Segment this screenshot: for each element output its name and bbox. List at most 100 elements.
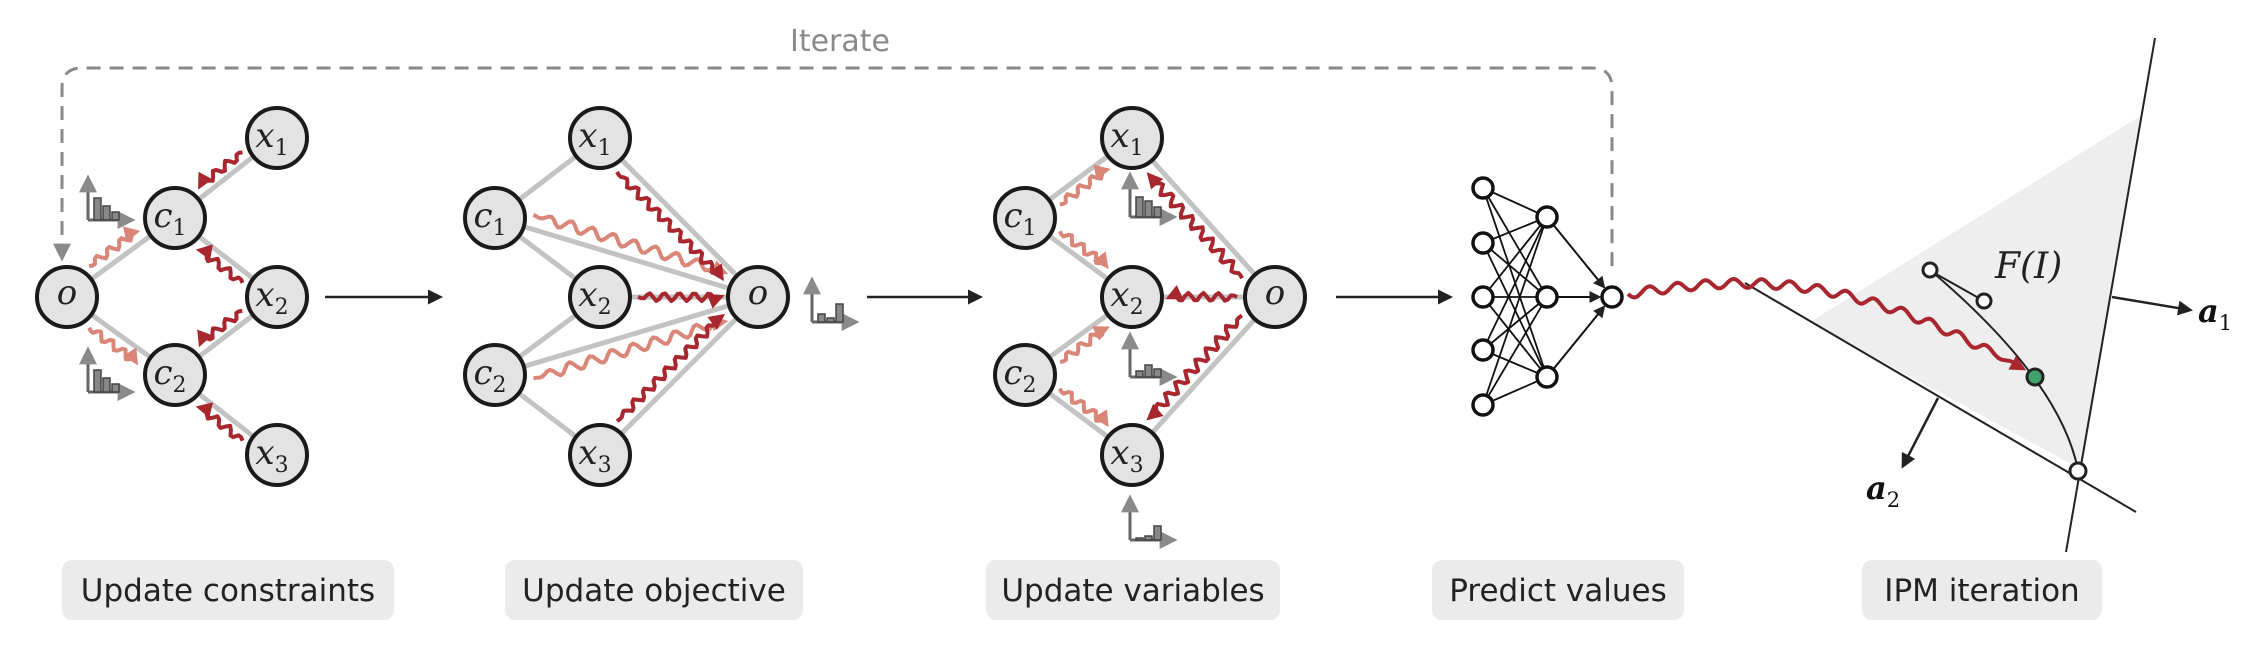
graph-edge [1129, 294, 1278, 458]
message-arrow-strong [1146, 313, 1243, 421]
prediction-message-wave [1626, 276, 2027, 371]
message-arrow-weak [1059, 164, 1111, 207]
graph-node-variable-2: x2 [245, 265, 309, 329]
node-label: c1 [473, 196, 506, 241]
normal-arrow-1 [2111, 295, 2193, 316]
vector-a1-label: a1 [2198, 292, 2232, 335]
nn-connection [1488, 304, 1542, 370]
caption-text: Update variables [1001, 573, 1264, 609]
nn-connection [1490, 248, 1540, 292]
message-arrow-weak [1057, 387, 1109, 428]
graph-edge [1129, 135, 1278, 300]
graph-node-constraint-1: c1 [463, 186, 527, 250]
graph-node-constraint-1: c1 [143, 186, 207, 250]
graph-node-variable-2: x2 [568, 265, 632, 329]
graph-node-variable-1: x1 [1100, 106, 1164, 170]
histogram-icon [1121, 171, 1178, 226]
caption-update-objective: Update objective [505, 560, 803, 620]
message-arrow-strong [195, 244, 245, 284]
nn-hidden-neuron [1535, 205, 1559, 229]
ipm-panel: a1 a2 F(I) [1626, 37, 2232, 553]
feasible-region [1810, 115, 2142, 470]
nn-output-arrow [1552, 305, 1606, 370]
node-label: o [1265, 273, 1285, 313]
graph-node-variable-3: x3 [1100, 423, 1164, 487]
nn-input-neuron [1471, 338, 1495, 362]
message-arrow-strong [1165, 285, 1238, 303]
graph-edge [492, 215, 761, 300]
graph-node-variable-3: x3 [568, 423, 632, 487]
nn-hidden-neuron [1535, 285, 1559, 309]
caption-text: Update constraints [81, 573, 375, 609]
nn-input-neuron [1471, 393, 1495, 417]
caption-ipm-iteration: IPM iteration [1862, 560, 2102, 620]
nn-connection [1488, 224, 1542, 290]
feasible-region-label: F(I) [1994, 246, 2062, 287]
message-arrow-strong [195, 402, 245, 442]
nn-connection [1485, 226, 1545, 396]
nn-hidden-neuron [1535, 365, 1559, 389]
nn-connection [1491, 191, 1539, 214]
panel-update-constraints: o c1 c2 x1 x2 x3 [35, 106, 309, 487]
message-arrow-weak [533, 315, 729, 381]
caption-update-constraints: Update constraints [62, 560, 394, 620]
graph-edge [492, 294, 761, 378]
nn-connection [1487, 305, 1543, 397]
message-arrow-weak [88, 226, 141, 269]
nn-connection [1491, 380, 1539, 402]
message-arrow-strong [197, 308, 243, 348]
graph-node-variable-1: x1 [245, 106, 309, 170]
nn-connection [1487, 196, 1543, 289]
graph-node-objective: o [35, 265, 99, 329]
histogram-icon [1121, 331, 1178, 386]
message-arrow-weak [1059, 326, 1110, 364]
iterate-loop-line [53, 66, 1614, 272]
graph-node-constraint-2: c2 [143, 343, 207, 407]
normal-arrow-2 [1901, 397, 1940, 469]
message-arrow-strong [615, 170, 724, 282]
nn-connection [1486, 225, 1544, 342]
histogram-icon [79, 174, 136, 229]
ipm-point [1975, 292, 1993, 310]
graph-edge [597, 294, 761, 458]
message-arrow-strong [637, 291, 725, 309]
panel-predict-values [1471, 176, 1624, 417]
histogram-icon [79, 346, 136, 401]
ipm-point [1921, 261, 1939, 279]
graph-node-variable-2: x2 [1100, 265, 1164, 329]
graph-node-constraint-2: c2 [993, 343, 1057, 407]
caption-predict-values: Predict values [1432, 560, 1684, 620]
message-arrow-weak [1058, 230, 1109, 270]
message-arrow-weak [532, 213, 729, 276]
nn-output-neuron [1600, 285, 1624, 309]
graph-node-constraint-1: c1 [993, 186, 1057, 250]
nn-input-neuron [1471, 231, 1495, 255]
ipm-point-highlighted [2025, 367, 2045, 387]
ipm-point [2068, 461, 2088, 481]
message-arrow-strong [198, 150, 243, 190]
nn-input-neuron [1471, 285, 1495, 309]
graph-node-constraint-2: c2 [463, 343, 527, 407]
nn-connection [1490, 302, 1540, 345]
graph-node-objective: o [1243, 265, 1307, 329]
panel-update-variables: c1 c2 x1 x2 x3 o [993, 106, 1307, 549]
message-arrow-weak [87, 326, 139, 366]
histogram-icon [803, 276, 860, 331]
message-arrow-strong [615, 313, 726, 423]
nn-input-neuron [1471, 176, 1495, 200]
caption-update-variables: Update variables [986, 560, 1280, 620]
node-label: o [57, 273, 77, 313]
graph-node-variable-1: x1 [568, 106, 632, 170]
graph-edge [597, 135, 761, 300]
message-arrow-strong [1146, 172, 1244, 280]
path-segment [1928, 269, 1985, 302]
node-label: o [748, 273, 768, 313]
graph-node-variable-3: x3 [245, 423, 309, 487]
caption-text: Predict values [1449, 573, 1666, 609]
panel-update-objective: c1 c2 x1 x2 x3 o [463, 106, 860, 487]
caption-text: Update objective [522, 573, 786, 609]
iterate-label: Iterate [790, 24, 890, 59]
nn-connection [1491, 219, 1539, 241]
graph-node-objective: o [726, 265, 790, 329]
histogram-icon [1121, 494, 1178, 549]
